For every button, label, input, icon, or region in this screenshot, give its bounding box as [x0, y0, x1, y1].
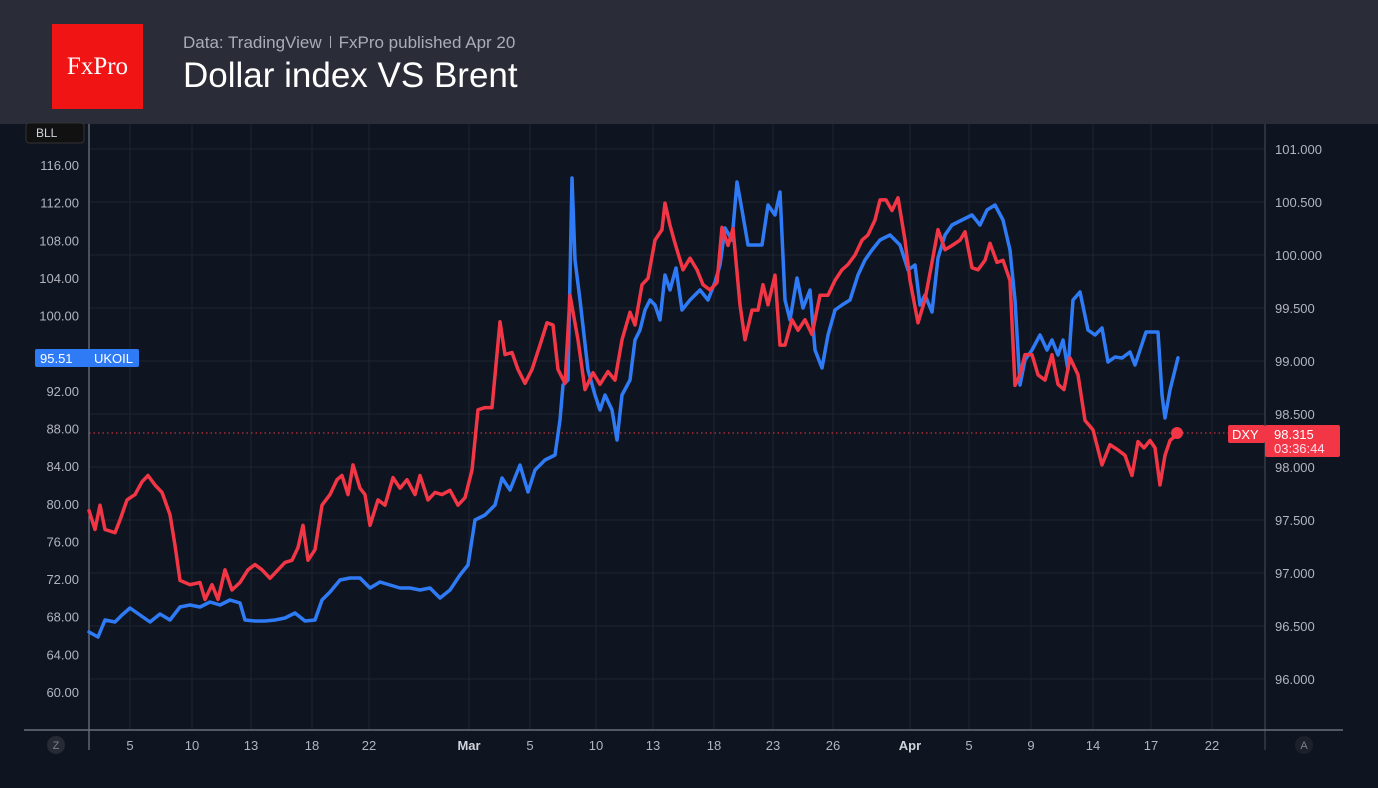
subtitle: Data: TradingView FxPro published Apr 20 [183, 33, 515, 53]
grid [89, 124, 1265, 730]
ukoil-line [87, 176, 1180, 639]
time-tick-label: 5 [526, 738, 533, 753]
left-tick-label: 100.00 [39, 309, 79, 324]
dxy-label: DXY [1232, 427, 1259, 442]
time-tick-label: 22 [362, 738, 376, 753]
left-tick-label: 64.00 [46, 647, 79, 662]
dxy-line [87, 196, 1180, 602]
separator [329, 36, 331, 48]
data-source: Data: TradingView [183, 33, 322, 52]
time-tick-label: 5 [965, 738, 972, 753]
auto-scale-label: A [1300, 740, 1308, 752]
left-tick-label: 108.00 [39, 233, 79, 248]
right-tick-label: 98.500 [1275, 407, 1315, 422]
right-tick-label: 100.000 [1275, 248, 1322, 263]
time-tick-label: 10 [589, 738, 603, 753]
ukoil-last-value: 95.51 [40, 351, 73, 366]
left-axis[interactable]: 116.00 112.00 108.00 104.00 100.00 92.00 88.00… [39, 158, 79, 700]
zoom-button-label: Z [53, 740, 60, 752]
ukoil-badge [35, 349, 139, 367]
time-tick-label: 5 [126, 738, 133, 753]
left-tick-label: 84.00 [46, 459, 79, 474]
time-axis[interactable]: 5 10 13 18 22 Mar 5 10 13 18 23 26 Apr 5 9 14 17 22 [126, 738, 1219, 753]
chart-background [0, 124, 1378, 788]
time-tick-label: 26 [826, 738, 840, 753]
time-tick-label: Mar [457, 738, 480, 753]
right-tick-label: 98.000 [1275, 460, 1315, 475]
left-tick-label: 68.00 [46, 610, 79, 625]
time-tick-label: 17 [1144, 738, 1158, 753]
left-scale-label-box[interactable] [25, 122, 85, 144]
right-tick-label: 100.500 [1275, 195, 1322, 210]
right-tick-label: 97.000 [1275, 566, 1315, 581]
left-scale-label: BLL [36, 126, 58, 140]
left-tick-label: 92.00 [46, 384, 79, 399]
time-tick-label: 18 [707, 738, 721, 753]
left-tick-label: 88.00 [46, 421, 79, 436]
left-tick-label: 116.00 [40, 158, 79, 173]
logo-text: FxPro [66, 52, 129, 80]
dxy-label-badge [1228, 425, 1265, 443]
dxy-countdown: 03:36:44 [1274, 441, 1325, 456]
left-tick-label: 60.00 [46, 685, 79, 700]
dxy-price-badge [1265, 425, 1340, 457]
left-tick-label: 112.00 [40, 196, 79, 211]
right-tick-label: 99.000 [1275, 354, 1315, 369]
time-tick-label: 14 [1086, 738, 1100, 753]
chart-title: Dollar index VS Brent [183, 56, 518, 95]
time-tick-label: Apr [899, 738, 921, 753]
published-date: FxPro published Apr 20 [338, 33, 516, 52]
time-tick-label: 9 [1027, 738, 1034, 753]
series-group [87, 176, 1180, 639]
right-tick-label: 97.500 [1275, 513, 1315, 528]
time-tick-label: 23 [766, 738, 780, 753]
zoom-reset-button[interactable] [47, 736, 65, 754]
right-tick-label: 99.500 [1275, 301, 1315, 316]
time-tick-label: 22 [1205, 738, 1219, 753]
left-tick-label: 72.00 [46, 572, 79, 587]
time-tick-label: 13 [646, 738, 660, 753]
fxpro-logo: FxPro [52, 24, 143, 109]
ukoil-label: UKOIL [94, 351, 133, 366]
right-tick-label: 96.500 [1275, 619, 1315, 634]
right-tick-label: 96.000 [1275, 672, 1315, 687]
left-tick-label: 104.00 [39, 271, 79, 286]
time-tick-label: 13 [244, 738, 258, 753]
time-tick-label: 18 [305, 738, 319, 753]
header: FxPro Data: TradingView FxPro published A… [0, 0, 1378, 124]
left-tick-label: 76.00 [46, 534, 79, 549]
dxy-last-value: 98.315 [1274, 427, 1314, 442]
left-tick-label: 80.00 [46, 497, 79, 512]
right-tick-label: 101.000 [1275, 142, 1322, 157]
auto-scale-button[interactable] [1295, 736, 1313, 754]
time-tick-label: 10 [185, 738, 199, 753]
right-axis[interactable]: 101.000 100.500 100.000 99.500 99.000 98.500 9… [1275, 142, 1322, 687]
dxy-last-point [1171, 427, 1183, 439]
